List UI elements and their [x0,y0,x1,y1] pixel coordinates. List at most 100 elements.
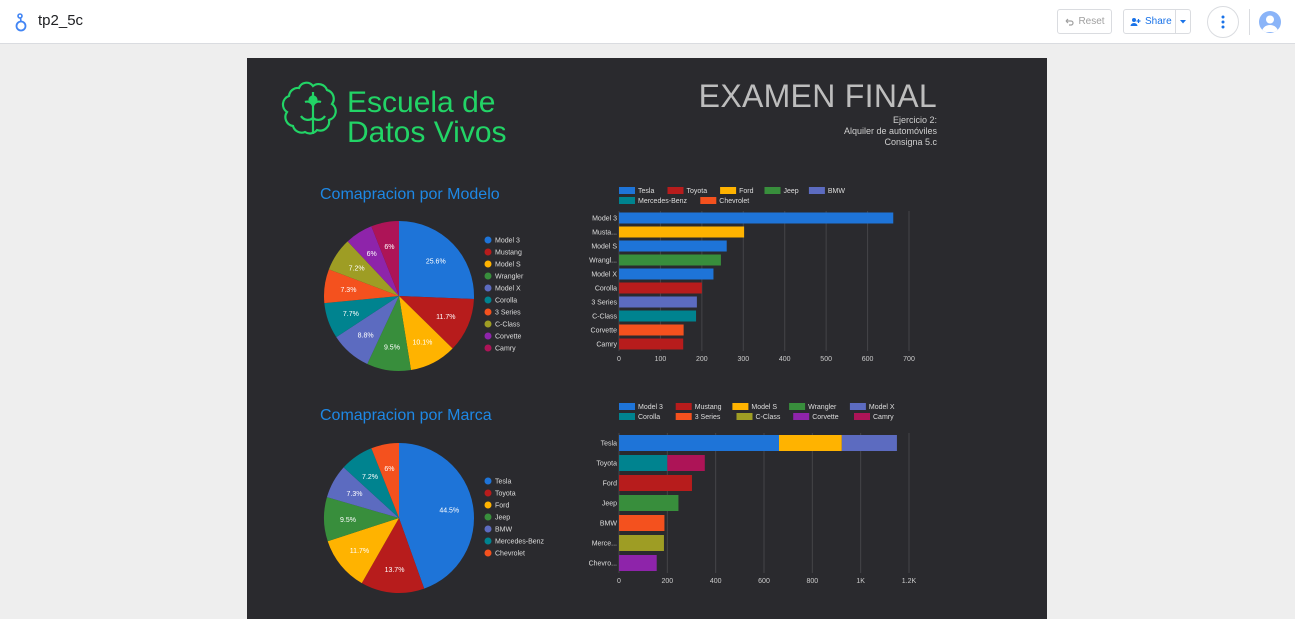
slice-label: 11.7% [350,548,369,555]
bar[interactable] [619,254,721,266]
bar[interactable] [619,495,679,511]
tick-label: 400 [710,578,722,585]
brand-pie-chart[interactable]: 44.5% 13.7% 11.7% 9.5% 7.3% 7.2% 6% Tesla Toyota… [317,438,557,598]
tick-label: 200 [696,356,708,363]
brand-bar-chart[interactable]: Model 3 Mustang Model S Wrangler Model X Coro… [577,398,927,594]
tick-label: 500 [820,356,832,363]
legend-label: BMW [828,188,846,195]
slice-label: 8.8% [358,333,374,340]
legend-label: 3 Series [495,310,521,317]
pie-slice[interactable] [367,296,411,371]
bar[interactable] [619,338,684,350]
pie-slice[interactable] [327,518,399,584]
bar[interactable] [841,435,897,451]
pie-slice[interactable] [328,241,399,296]
legend-swatch [808,187,825,194]
pie-slice[interactable] [347,226,399,296]
tick-label: 300 [737,356,749,363]
category-label: BMW [600,521,618,528]
pie-slice[interactable] [324,497,399,542]
slice-label: 7.3% [347,491,363,498]
bar[interactable] [619,212,894,224]
legend-swatch [619,197,635,204]
slice-label: 9.5% [384,345,400,352]
legend-swatch [484,248,492,256]
escuela-datos-vivos-logo: Escuela de Datos Vivos [281,81,507,148]
exam-title: EXAMEN FINAL [698,78,937,114]
bar[interactable] [619,475,692,491]
bar[interactable] [619,226,745,238]
pie-slice[interactable] [399,296,474,349]
bar[interactable] [619,268,714,280]
pie-slice[interactable] [399,443,474,589]
exam-subtitle: Ejercicio 2: Alquiler de automóviles Con… [844,115,937,148]
pie-slice[interactable] [343,448,399,518]
share-label: Share [1145,16,1172,27]
pie-slice[interactable] [324,269,399,304]
add-person-icon [1130,17,1141,26]
legend-swatch [484,296,492,304]
legend-swatch [720,187,737,194]
slice-label: 25.6% [426,259,446,266]
report-canvas: Escuela de Datos Vivos EXAMEN FINAL Ejer… [247,58,1047,619]
category-label: 3 Series [591,300,617,307]
category-label: Wrangl... [589,258,617,265]
bar[interactable] [619,435,779,451]
bar[interactable] [619,240,727,252]
category-label: Chevro... [589,561,617,568]
pie-slice[interactable] [371,221,399,296]
bar[interactable] [619,296,697,308]
legend-label: Chevrolet [719,198,749,205]
pie-slice[interactable] [371,443,399,518]
legend-label: Model S [495,262,521,269]
bar[interactable] [619,555,657,571]
legend-swatch [484,344,492,352]
more-options-button[interactable] [1207,6,1239,38]
bar[interactable] [619,515,665,531]
category-label: Model 3 [592,216,617,223]
model-pie-chart[interactable]: 25.6% 11.7% 10.1% 9.5% 8.8% 7.7% 7.3% 7.2% 6% 6% M… [317,216,557,376]
bar[interactable] [619,282,702,294]
bar[interactable] [667,455,705,471]
legend-label: Model 3 [638,404,663,411]
looker-studio-icon[interactable] [14,11,30,33]
subtitle-line: Alquiler de automóviles [843,126,937,136]
pie-slice[interactable] [336,296,399,364]
bar[interactable] [778,435,842,451]
document-title[interactable]: tp2_5c [38,12,84,29]
bar[interactable] [619,455,668,471]
legend-swatch [849,403,866,410]
reset-button[interactable]: Reset [1057,9,1112,34]
pie-slice[interactable] [361,518,425,593]
pie-slice[interactable] [399,221,474,299]
pie-slice[interactable] [399,296,453,371]
share-main[interactable]: Share [1124,10,1177,33]
legend-label: C-Class [495,322,520,329]
account-avatar[interactable] [1259,11,1281,33]
legend-swatch [736,413,753,420]
legend-swatch [484,332,492,340]
legend-swatch [484,320,492,328]
category-label: Corolla [595,286,617,293]
model-bar-chart[interactable]: Tesla Toyota Ford Jeep BMW Mercedes-Benz Chevr… [577,182,927,372]
legend-label: Mercedes-Benz [638,198,688,205]
legend-label: Corolla [495,298,517,305]
pie-slice[interactable] [324,296,399,338]
bar[interactable] [619,535,664,551]
share-button[interactable]: Share [1123,9,1191,34]
legend-label: Toyota [495,491,516,498]
slice-label: 6% [384,244,394,251]
slice-label: 11.7% [436,314,455,321]
category-label: C-Class [592,314,617,321]
category-label: Model X [591,272,617,279]
legend-label: Ford [495,503,510,510]
category-label: Toyota [596,461,617,468]
legend-swatch [789,403,806,410]
bar[interactable] [619,310,697,322]
slice-label: 6% [384,466,394,473]
share-dropdown[interactable] [1176,19,1190,24]
pie-slice[interactable] [326,467,399,518]
svg-text:Datos Vivos: Datos Vivos [347,116,507,148]
legend-label: C-Class [756,414,781,421]
bar[interactable] [619,324,684,336]
